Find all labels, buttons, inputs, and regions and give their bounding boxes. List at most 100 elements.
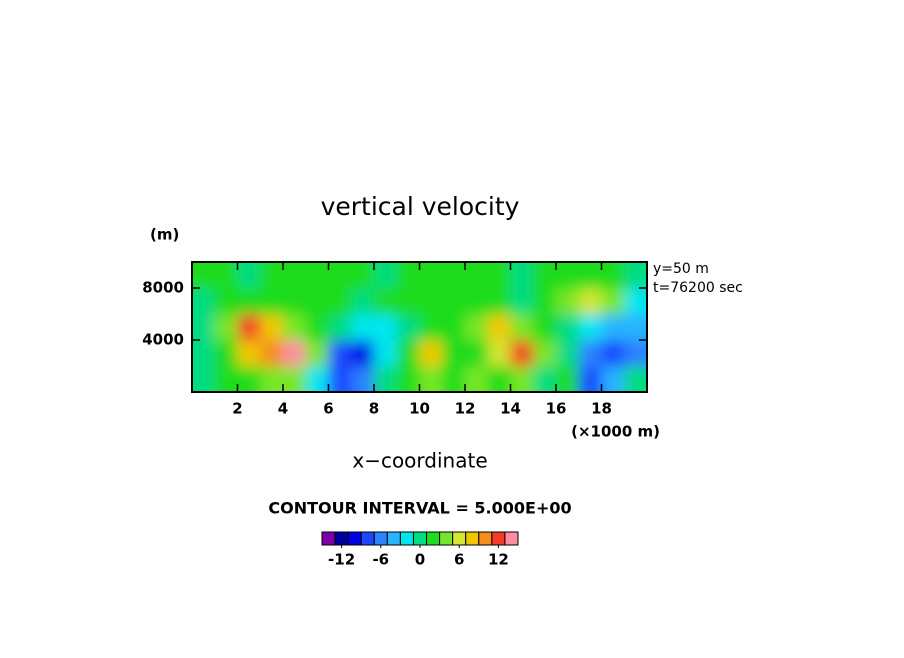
field-cell bbox=[305, 366, 329, 392]
field-cell bbox=[624, 366, 647, 392]
field-cell bbox=[578, 340, 602, 367]
field-cell bbox=[533, 340, 557, 367]
field-cell bbox=[510, 366, 534, 392]
field-cell bbox=[419, 340, 443, 367]
field-cell bbox=[351, 288, 375, 315]
colorbar-tick-label: 12 bbox=[488, 551, 509, 569]
field-cell bbox=[192, 340, 216, 367]
field-cell bbox=[260, 340, 284, 367]
field-cell bbox=[237, 314, 261, 341]
x-tick-label: 14 bbox=[500, 400, 521, 418]
field-cell bbox=[419, 262, 443, 289]
x-tick-label: 16 bbox=[546, 400, 567, 418]
field-cell bbox=[556, 366, 580, 392]
field-cell bbox=[328, 262, 352, 289]
field-cell bbox=[533, 262, 557, 289]
field-cell bbox=[624, 288, 647, 315]
field-cell bbox=[578, 366, 602, 392]
field-cell bbox=[533, 366, 557, 392]
field-cell bbox=[374, 288, 398, 315]
field-cell bbox=[533, 314, 557, 341]
field-cell bbox=[214, 288, 238, 315]
field-cell bbox=[374, 314, 398, 341]
colorbar-cell bbox=[399, 531, 414, 546]
field-cell bbox=[374, 262, 398, 289]
y-tick-label: 8000 bbox=[142, 279, 184, 297]
field-cell bbox=[237, 262, 261, 289]
field-cell bbox=[283, 340, 307, 367]
field-cell bbox=[510, 288, 534, 315]
field-cell bbox=[328, 366, 352, 392]
field-cell bbox=[601, 262, 625, 289]
field-cell bbox=[351, 340, 375, 367]
field-cell bbox=[283, 262, 307, 289]
field-cell bbox=[465, 314, 489, 341]
colorbar-cell bbox=[321, 531, 336, 546]
field-cell bbox=[351, 314, 375, 341]
field-cell bbox=[601, 340, 625, 367]
colorbar-cell bbox=[439, 531, 454, 546]
colorbar-tick-label: 0 bbox=[415, 551, 425, 569]
colorbar-tick-label: 6 bbox=[454, 551, 464, 569]
field-cell bbox=[396, 262, 420, 289]
field-cell bbox=[260, 288, 284, 315]
field-cell bbox=[601, 366, 625, 392]
x-tick-label: 4 bbox=[278, 400, 288, 418]
field-cell bbox=[260, 262, 284, 289]
field-cell bbox=[465, 366, 489, 392]
field-cell bbox=[260, 366, 284, 392]
x-unit: (×1000 m) bbox=[571, 423, 660, 441]
x-tick-label: 12 bbox=[455, 400, 476, 418]
field-cell bbox=[305, 288, 329, 315]
field-cell bbox=[487, 288, 511, 315]
field-cell bbox=[237, 288, 261, 315]
x-tick-label: 2 bbox=[232, 400, 242, 418]
field-cell bbox=[396, 340, 420, 367]
field-cell bbox=[556, 314, 580, 341]
chart-title: vertical velocity bbox=[321, 192, 520, 221]
field-cell bbox=[192, 366, 216, 392]
colorbar-tick-label: -12 bbox=[328, 551, 355, 569]
field-cell bbox=[487, 262, 511, 289]
field-cell bbox=[214, 314, 238, 341]
field-cell bbox=[192, 314, 216, 341]
field-cell bbox=[192, 262, 216, 289]
annotation: t=76200 sec bbox=[653, 280, 743, 296]
field-cell bbox=[442, 314, 466, 341]
colorbar-cell bbox=[412, 531, 428, 546]
field-cell bbox=[556, 262, 580, 289]
field-cell bbox=[465, 288, 489, 315]
field-cell bbox=[419, 314, 443, 341]
field-cell bbox=[487, 314, 511, 341]
field-cell bbox=[305, 314, 329, 341]
field-cell bbox=[624, 262, 647, 289]
annotation: y=50 m bbox=[653, 261, 709, 277]
colorbar-cell bbox=[426, 531, 441, 546]
field-cell bbox=[578, 314, 602, 341]
field-cell bbox=[510, 262, 534, 289]
field-cell bbox=[328, 314, 352, 341]
field-cell bbox=[578, 262, 602, 289]
field-cell bbox=[601, 288, 625, 315]
field-cell bbox=[396, 288, 420, 315]
field-cell bbox=[465, 262, 489, 289]
x-tick-label: 8 bbox=[369, 400, 379, 418]
field-cell bbox=[283, 314, 307, 341]
field-cell bbox=[305, 340, 329, 367]
field-cell bbox=[214, 366, 238, 392]
field-cell bbox=[396, 314, 420, 341]
field-cell bbox=[214, 262, 238, 289]
field-cell bbox=[214, 340, 238, 367]
field-cell bbox=[556, 340, 580, 367]
field-cell bbox=[328, 340, 352, 367]
x-axis-label: x−coordinate bbox=[352, 449, 487, 473]
field-cell bbox=[601, 314, 625, 341]
field-cell bbox=[237, 366, 261, 392]
field-cell bbox=[351, 366, 375, 392]
field-cell bbox=[510, 314, 534, 341]
field-cell bbox=[442, 288, 466, 315]
colorbar-cell bbox=[373, 531, 388, 546]
field-cell bbox=[305, 262, 329, 289]
field-cell bbox=[624, 340, 647, 367]
field-cell bbox=[192, 288, 216, 315]
